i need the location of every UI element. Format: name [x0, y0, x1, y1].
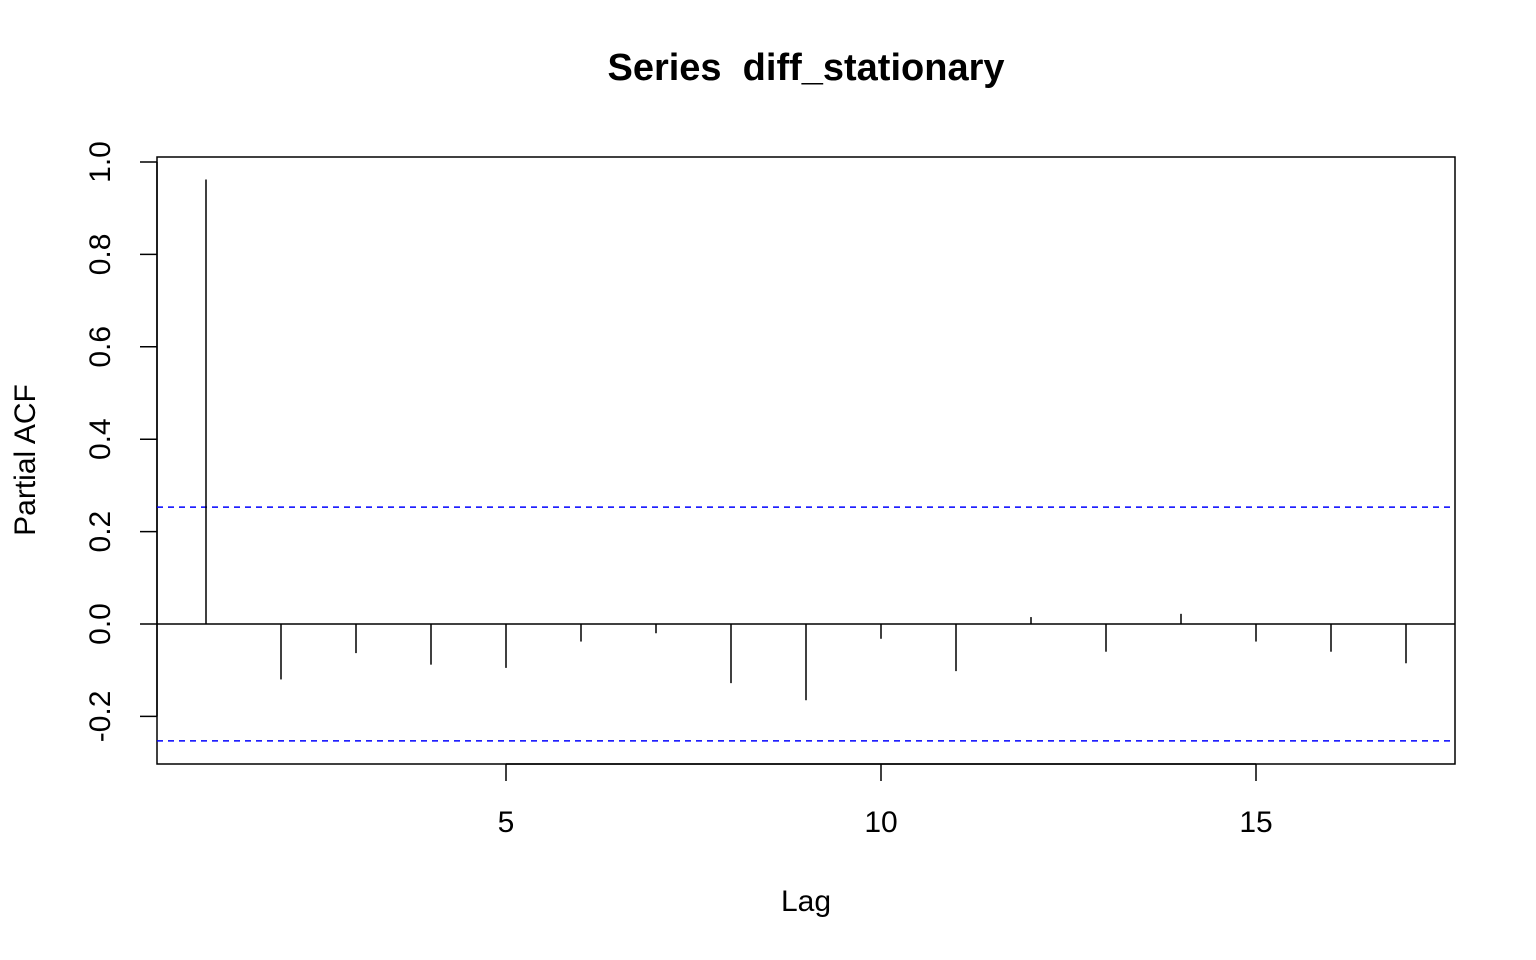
y-tick-label: 0.0: [84, 603, 117, 645]
x-axis-label: Lag: [781, 885, 831, 918]
pacf-bars: [205, 179, 1407, 701]
y-tick-label: 0.8: [84, 234, 117, 276]
x-tick-label: 15: [1239, 806, 1272, 839]
x-axis: 5 10 15: [498, 763, 1273, 839]
chart-title: Series diff_stationary: [607, 47, 1004, 89]
y-axis-label: Partial ACF: [9, 384, 42, 536]
y-tick-label: -0.2: [84, 691, 117, 743]
y-tick-label: 0.2: [84, 511, 117, 553]
y-axis: -0.2 0.0 0.2 0.4 0.6 0.8 1.0: [84, 141, 158, 743]
y-tick-label: 0.4: [84, 418, 117, 460]
x-tick-label: 5: [498, 806, 515, 839]
confidence-bands: [157, 506, 1455, 742]
y-tick-label: 1.0: [84, 141, 117, 183]
y-tick-label: 0.6: [84, 326, 117, 368]
x-tick-label: 10: [864, 806, 897, 839]
